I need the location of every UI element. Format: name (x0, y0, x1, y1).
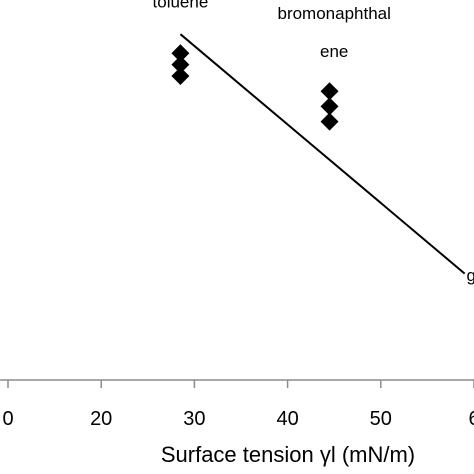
x-axis: 0 20 30 40 50 6 (0, 379, 474, 430)
x-tick-label: 30 (183, 408, 205, 430)
data-point-diamond (320, 97, 339, 116)
annotation-label: toluene (153, 0, 209, 12)
data-point-diamond (320, 82, 339, 101)
x-axis-title: Surface tension γl (mN/m) (161, 442, 415, 467)
x-tick-label: 40 (276, 408, 298, 430)
annotation-label: ene (320, 42, 348, 61)
annotation-label: g (466, 266, 474, 285)
data-point-diamond (171, 67, 190, 85)
x-tick-label: 0 (2, 408, 13, 430)
plot-area: toluene bromonaphthal ene g (153, 0, 474, 285)
trend-line (179, 33, 466, 275)
x-tick-label: 50 (370, 408, 392, 430)
x-tick-label: 20 (90, 408, 112, 430)
data-point-diamond (171, 55, 190, 74)
data-point-diamond (171, 44, 190, 63)
x-tick-label: 6 (468, 408, 474, 430)
annotation-label: bromonaphthal (277, 4, 390, 23)
data-point-diamond (320, 112, 339, 131)
